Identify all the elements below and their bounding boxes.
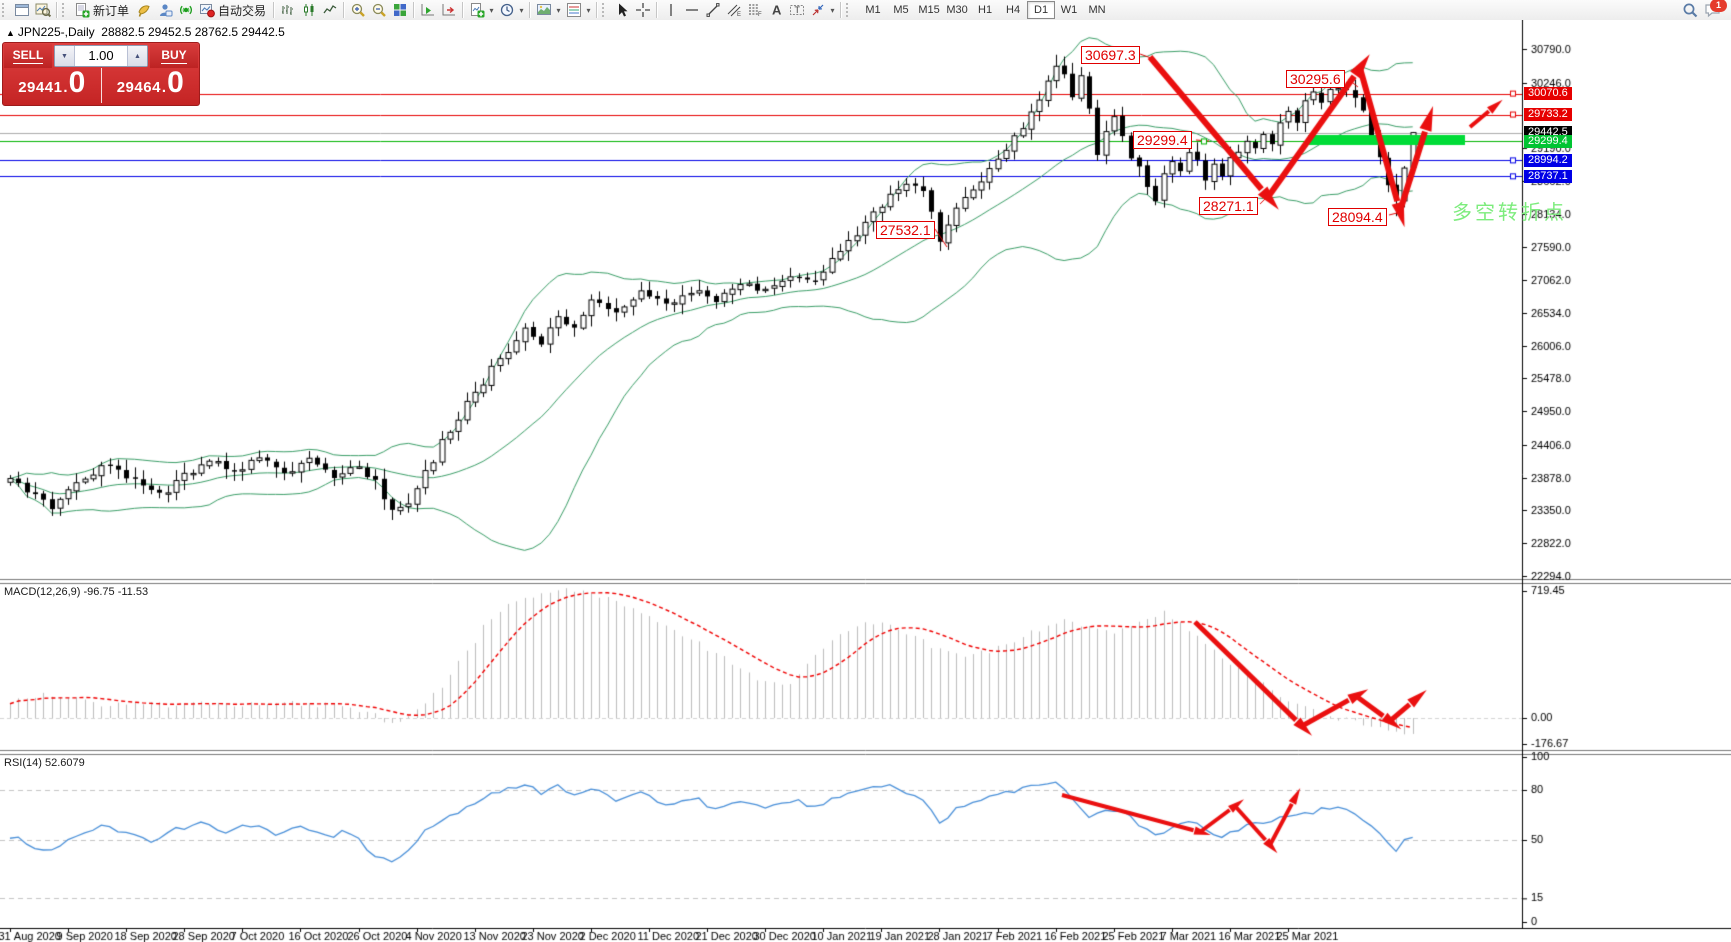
toolbar-separator [273,2,275,18]
templates-dropdown-icon[interactable]: ▾ [556,5,561,15]
timeframe-d1[interactable]: D1 [1027,1,1056,19]
signals-icon[interactable] [175,1,196,19]
price-level-label: 30070.6 [1524,87,1572,101]
swing-price-label[interactable]: 27532.1 [876,221,935,239]
chart-area: ▲ JPN225-,Daily 28882.5 29452.5 28762.5 2… [0,20,1731,942]
indicators-dropdown-icon[interactable]: ▾ [586,5,591,15]
periods-icon[interactable] [496,1,517,19]
toolbar-separator [343,2,345,18]
cursor-icon[interactable] [611,1,632,19]
toolbar: 新订单 自动交易 [0,0,1731,21]
sell-price[interactable]: 29441. 0 [18,66,86,99]
periods-dropdown-icon[interactable]: ▾ [519,5,524,15]
toolbar-separator [56,2,57,18]
zoom-out-icon[interactable] [368,1,389,19]
timeframe-m30[interactable]: M30 [946,4,968,16]
publisher-icon[interactable] [154,1,175,19]
symbol-name: JPN225-,Daily [17,25,95,39]
crosshair-icon[interactable] [632,1,653,19]
one-click-trading-panel: SELL ▼ 1.00 ▲ BUY 29441. 0 29464. 0 [2,42,200,106]
toolbar-grip[interactable] [2,3,9,17]
svg-text:E: E [737,12,741,18]
zoom-in-icon[interactable] [347,1,368,19]
timeframe-mn[interactable]: MN [1088,4,1106,16]
bar-chart-icon[interactable] [277,1,298,19]
price-level-label: 29733.2 [1524,108,1572,122]
volume-input[interactable]: 1.00 [75,46,127,66]
toolbar-right-group: 1 [1680,0,1727,19]
price-level-label: 28994.2 [1524,153,1572,167]
timeframe-m5[interactable]: M5 [893,4,909,16]
text-icon[interactable]: A [765,1,786,19]
candlestick-chart-icon[interactable] [298,1,319,19]
timeframe-w1[interactable]: W1 [1060,4,1078,16]
auto-trading-icon[interactable] [196,1,217,19]
chart-canvas[interactable] [0,20,1731,942]
svg-text:T: T [794,5,800,15]
toolbar-separator [529,2,531,18]
swing-price-label[interactable]: 29299.4 [1133,131,1192,149]
volume-stepper: ▼ 1.00 ▲ [54,45,148,67]
toolbar-separator [413,2,415,18]
toolbar-separator [840,2,842,18]
chart-shift-icon[interactable] [438,1,459,19]
toolbar-separator [462,2,464,18]
chart-autoscroll-icon[interactable] [417,1,438,19]
swing-price-label[interactable]: 30295.6 [1286,70,1345,88]
toolbar-grip[interactable] [602,3,609,17]
price-level-label: 29299.4 [1524,134,1572,148]
toolbar-separator [656,2,658,18]
text-label-icon[interactable]: T [786,1,807,19]
toolbar-grip[interactable] [62,3,69,17]
arrows-tool-icon[interactable] [807,1,828,19]
line-chart-icon[interactable] [319,1,340,19]
buy-button[interactable]: BUY [150,44,198,68]
fibonacci-icon[interactable]: F [744,1,765,19]
toolbar-grip[interactable] [846,3,853,17]
timeframe-h1[interactable]: H1 [978,4,993,16]
price-level-label: 28737.1 [1524,169,1572,183]
auto-trading-button[interactable]: 自动交易 [218,3,267,18]
indicators-icon[interactable] [563,1,584,19]
new-order-icon[interactable] [71,1,92,19]
search-icon[interactable] [1680,1,1701,19]
timeframe-m1[interactable]: M1 [865,4,881,16]
timeframe-toolbar: M1 M5 M15 M30 H1 H4 D1 W1 MN [859,1,1111,19]
chart-window-icon[interactable] [11,1,32,19]
megaphone-icon[interactable] [133,1,154,19]
ohlc-values: 28882.5 29452.5 28762.5 29442.5 [101,25,285,39]
chart-title: ▲ JPN225-,Daily 28882.5 29452.5 28762.5 2… [6,25,285,39]
sell-button[interactable]: SELL [4,44,52,68]
collapse-arrow-icon[interactable]: ▲ [6,28,15,38]
swing-price-label[interactable]: 30697.3 [1081,46,1140,64]
timeframe-h4[interactable]: H4 [1006,4,1021,16]
timeframe-m15[interactable]: M15 [918,4,940,16]
templates-icon[interactable] [533,1,554,19]
notifications-chat-icon[interactable]: 1 [1701,0,1727,19]
vertical-line-icon[interactable] [660,1,681,19]
chinese-note: 多空转折点 [1452,202,1567,224]
chart-profile-icon[interactable] [32,1,53,19]
chat-badge: 1 [1710,0,1727,12]
trendline-icon[interactable] [702,1,723,19]
volume-decrease-button[interactable]: ▼ [55,46,75,66]
equidistant-channel-icon[interactable]: E [723,1,744,19]
swing-price-label[interactable]: 28094.4 [1328,208,1387,226]
volume-increase-button[interactable]: ▲ [127,46,147,66]
buy-price[interactable]: 29464. 0 [100,68,200,103]
toolbar-separator [596,2,598,18]
new-order-button[interactable]: 新订单 [93,3,130,18]
new-chart-icon[interactable] [466,1,487,19]
arrows-dropdown-icon[interactable]: ▾ [830,5,835,15]
rsi-indicator-label: RSI(14) 52.6079 [4,757,85,769]
horizontal-line-icon[interactable] [681,1,702,19]
svg-text:A: A [772,3,782,18]
swing-price-label[interactable]: 28271.1 [1199,197,1258,215]
svg-text:F: F [758,12,762,18]
tile-windows-icon[interactable] [389,1,410,19]
new-chart-dropdown-icon[interactable]: ▾ [489,5,494,15]
macd-indicator-label: MACD(12,26,9) -96.75 -11.53 [4,586,149,598]
